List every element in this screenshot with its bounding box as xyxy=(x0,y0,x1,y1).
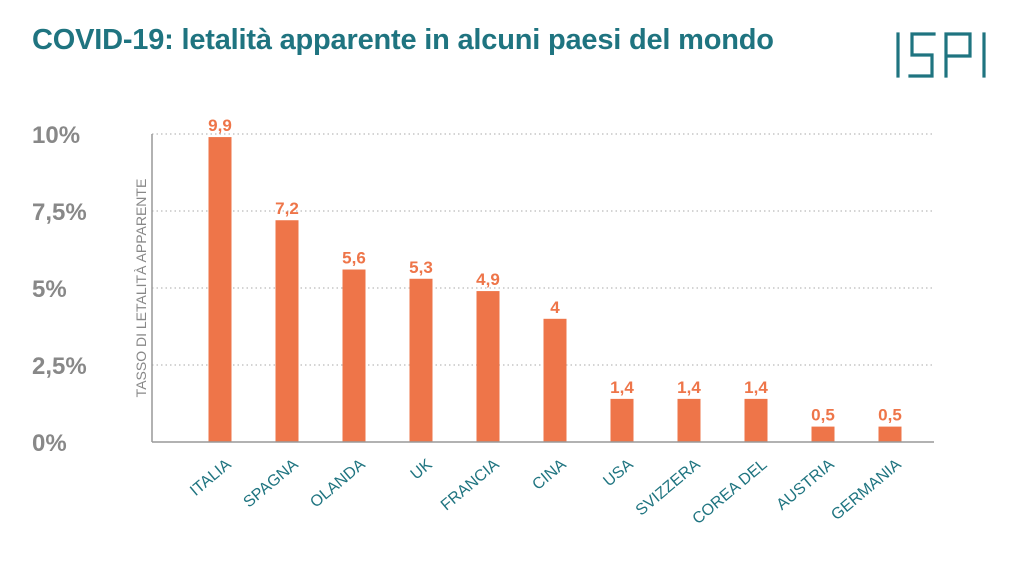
ispi-logo xyxy=(896,32,986,78)
y-axis-label: TASSO DI LETALITÀ APPARENTE xyxy=(133,179,149,398)
bar xyxy=(543,318,567,442)
bar xyxy=(811,426,835,442)
value-label: 7,2 xyxy=(275,199,299,218)
value-label: 0,5 xyxy=(811,406,835,425)
category-label: OLANDA xyxy=(307,456,369,512)
y-tick-labels: 0% 2,5% 5% 7,5% 10% xyxy=(32,122,87,457)
value-label: 9,9 xyxy=(208,116,232,135)
value-label: 0,5 xyxy=(878,406,902,425)
bar xyxy=(208,137,232,442)
category-label: CINA xyxy=(529,456,569,494)
bars xyxy=(208,137,902,442)
chart-title: COVID-19: letalità apparente in alcuni p… xyxy=(32,24,774,56)
bar xyxy=(409,278,433,442)
value-label: 1,4 xyxy=(677,378,701,397)
bar xyxy=(610,398,634,442)
bar xyxy=(744,398,768,442)
category-label: AUSTRIA xyxy=(774,456,838,514)
y-tick-label: 5% xyxy=(32,276,67,303)
gridlines xyxy=(152,133,934,366)
value-labels: 9,9 7,2 5,6 5,3 4,9 4 1,4 1,4 1,4 0,5 0,5 xyxy=(208,116,902,425)
value-label: 4,9 xyxy=(476,270,500,289)
category-label: ITALIA xyxy=(187,456,235,500)
bar xyxy=(677,398,701,442)
bar xyxy=(342,269,366,442)
y-tick-label: 7,5% xyxy=(32,199,87,226)
value-label: 5,3 xyxy=(409,258,433,277)
category-label: GERMANIA xyxy=(828,456,905,524)
y-tick-label: 2,5% xyxy=(32,353,87,380)
bar xyxy=(878,426,902,442)
category-label: USA xyxy=(600,456,636,490)
value-label: 5,6 xyxy=(342,249,366,268)
category-labels: ITALIA SPAGNA OLANDA UK FRANCIA CINA USASVIZZE… xyxy=(187,456,905,528)
value-label: 4 xyxy=(550,298,560,317)
category-label: SVIZZERA xyxy=(633,456,704,520)
category-label: UK xyxy=(408,456,436,484)
value-label: 1,4 xyxy=(610,378,634,397)
category-label: FRANCIA xyxy=(438,456,503,514)
value-label: 1,4 xyxy=(744,378,768,397)
y-tick-label: 10% xyxy=(32,122,80,149)
bar xyxy=(275,220,299,442)
category-label: COREA DEL xyxy=(689,456,770,528)
category-label: SPAGNA xyxy=(240,456,301,511)
bar xyxy=(476,291,500,442)
y-tick-label: 0% xyxy=(32,430,67,457)
